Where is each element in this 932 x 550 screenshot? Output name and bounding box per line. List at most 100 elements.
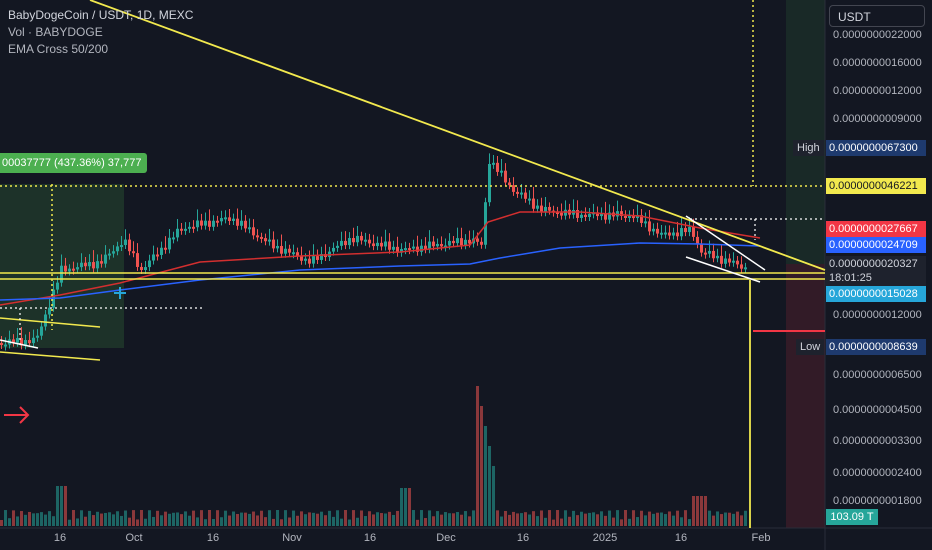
time-scale[interactable]: 16 Oct 16 Nov 16 Dec 16 2025 16 Feb <box>0 528 825 550</box>
volume-bar <box>612 517 615 526</box>
candle-body <box>236 218 239 226</box>
volume-bar <box>728 512 731 526</box>
candle-body <box>536 205 539 209</box>
volume-bar <box>628 518 631 526</box>
candle-body <box>504 170 507 183</box>
price-scale[interactable]: 0.0000000022000 0.0000000016000 0.000000… <box>825 0 932 528</box>
candle-body <box>656 228 659 234</box>
candle-body <box>104 254 107 264</box>
ema-indicator-label[interactable]: EMA Cross 50/200 <box>8 42 109 56</box>
candle-body <box>460 238 463 246</box>
volume-bar <box>472 510 475 526</box>
candle-body <box>60 265 63 283</box>
candle-body <box>620 211 623 217</box>
wedge-left <box>0 339 39 349</box>
candle-body <box>120 245 123 248</box>
volume-bar <box>732 513 735 526</box>
volume-bar <box>516 513 519 526</box>
volume-bar <box>284 510 287 526</box>
candle-body <box>304 258 307 261</box>
volume-bar <box>436 511 439 526</box>
volume-bar <box>668 511 671 526</box>
candle-body <box>392 246 395 250</box>
candle-body <box>660 232 663 235</box>
candle-body <box>436 243 439 247</box>
candle-body <box>484 202 487 245</box>
cyan-line-price-label: 0.0000000015028 <box>826 286 926 302</box>
time-tick: Nov <box>282 532 302 544</box>
symbol-title[interactable]: BabyDogeCoin / USDT, 1D, MEXC <box>8 8 194 22</box>
volume-bar <box>392 514 395 526</box>
volume-bar <box>568 516 571 526</box>
price-tick: 0.0000000009000 <box>833 113 922 125</box>
volume-bar <box>412 510 415 526</box>
volume-bar <box>440 514 443 526</box>
candle-body <box>156 254 159 257</box>
volume-bar <box>316 513 319 526</box>
currency-button[interactable]: USDT <box>829 5 925 27</box>
volume-bar <box>600 511 603 526</box>
volume-bar <box>376 512 379 526</box>
candle-body <box>276 245 279 249</box>
volume-bar <box>44 514 47 526</box>
volume-bar <box>216 510 219 526</box>
volume-bar <box>256 515 259 526</box>
volume-bar <box>172 512 175 526</box>
candle-body <box>292 252 295 255</box>
candle-body <box>184 228 187 231</box>
volume-bar <box>420 510 423 526</box>
volume-bar <box>416 519 419 526</box>
right-arrow-icon[interactable] <box>2 404 32 431</box>
volume-bar <box>468 516 471 526</box>
candle-body <box>116 246 119 252</box>
volume-bar <box>48 511 51 526</box>
volume-bar <box>368 511 371 526</box>
ema50-line <box>0 211 761 306</box>
time-tick: 2025 <box>592 532 618 544</box>
volume-bar <box>508 514 511 526</box>
time-tick: Dec <box>436 532 456 544</box>
volume-bar <box>576 515 579 526</box>
candle-body <box>440 243 443 247</box>
volume-bar <box>64 486 67 526</box>
candle-body <box>84 262 87 267</box>
candle-body <box>496 162 499 172</box>
candle-body <box>272 239 275 249</box>
chart-legend: BabyDogeCoin / USDT, 1D, MEXC Vol · BABY… <box>8 7 193 58</box>
candle-body <box>428 241 431 250</box>
candle-body <box>704 252 707 255</box>
countdown-label: 18:01:25 <box>826 270 926 286</box>
price-tick: 0.0000000022000 <box>833 29 922 41</box>
candle-body <box>668 232 671 236</box>
candle-body <box>676 232 679 237</box>
volume-bar <box>60 486 63 526</box>
candle-body <box>44 314 47 327</box>
volume-bar <box>308 512 311 526</box>
volume-bar <box>152 516 155 526</box>
candle-body <box>188 226 191 229</box>
volume-bar <box>500 516 503 526</box>
candle-body <box>372 243 375 247</box>
volume-bar <box>736 511 739 526</box>
volume-bar <box>124 510 127 526</box>
volume-bar <box>16 516 19 526</box>
candle-body <box>136 253 139 267</box>
volume-bar <box>688 519 691 526</box>
volume-bar <box>544 517 547 526</box>
candle-body <box>680 228 683 237</box>
volume-bar <box>0 520 3 526</box>
volume-bar <box>252 511 255 526</box>
volume-bar <box>128 517 131 526</box>
volume-bar <box>32 513 35 526</box>
candle-body <box>28 340 31 344</box>
volume-bar <box>528 514 531 526</box>
candle-body <box>192 226 195 229</box>
volume-indicator-label[interactable]: Vol · BABYDOGE <box>8 25 103 39</box>
volume-bar <box>88 510 91 526</box>
volume-bar <box>224 510 227 526</box>
candle-body <box>92 262 95 269</box>
candle-body <box>268 239 271 242</box>
volume-bar <box>708 510 711 526</box>
volume-bar <box>356 517 359 526</box>
